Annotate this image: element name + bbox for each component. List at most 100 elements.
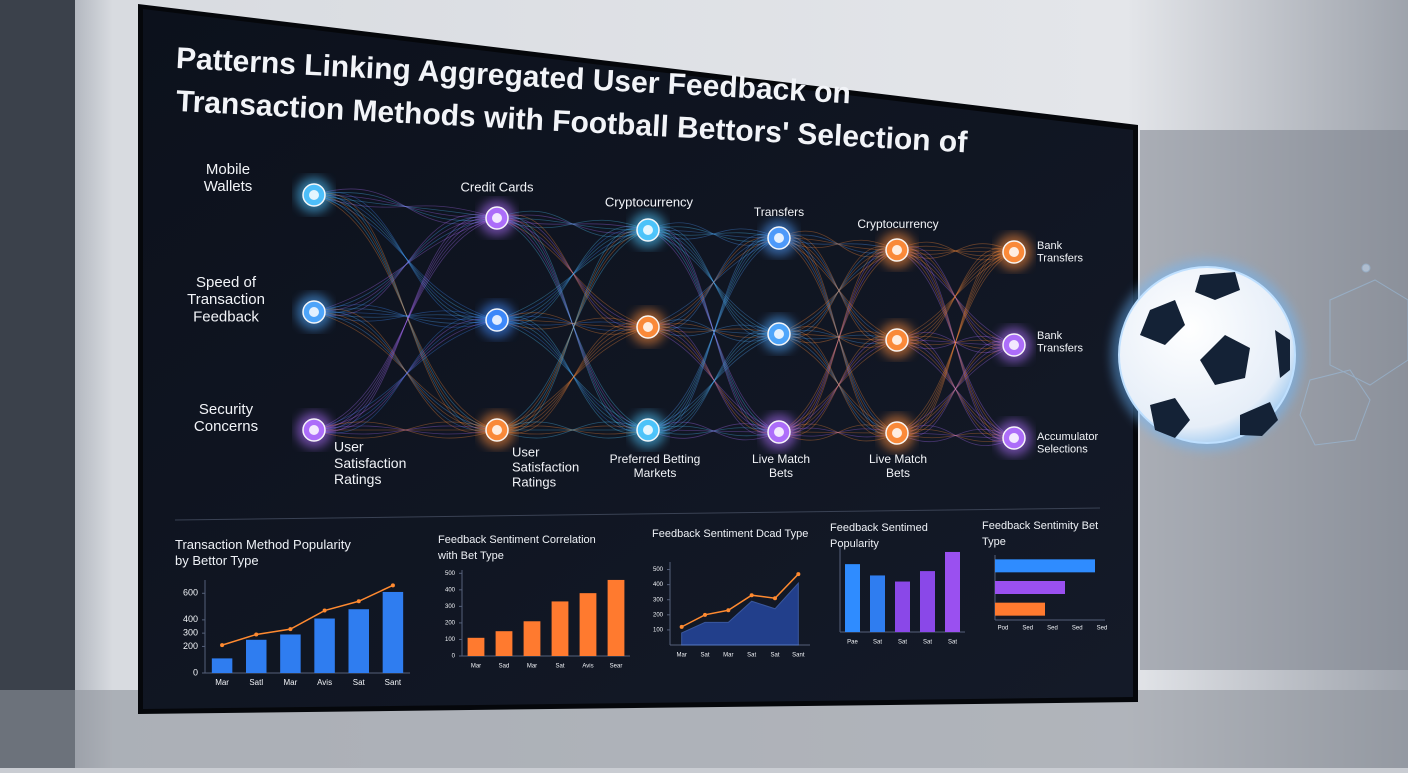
x-tick-label: Sant — [385, 678, 402, 687]
node-label: Feedback — [193, 308, 259, 325]
edge — [896, 339, 1015, 439]
node-label: Bets — [886, 466, 910, 480]
edge — [778, 237, 898, 434]
edge — [313, 319, 498, 431]
x-tick-label: Sed — [1072, 626, 1083, 632]
node-label: Transfers — [1037, 253, 1084, 265]
edge — [313, 319, 498, 431]
edge — [896, 246, 1015, 349]
edge — [647, 234, 780, 331]
bar — [382, 591, 404, 673]
edge — [896, 251, 1015, 341]
edge — [496, 316, 649, 331]
x-tick-label: Pae — [847, 640, 858, 646]
y-tick-label: 300 — [445, 604, 456, 610]
ball-patch — [1275, 330, 1290, 378]
edge — [647, 229, 780, 433]
football — [1111, 259, 1303, 451]
x-tick-label: Avis — [317, 678, 332, 687]
node-core — [492, 425, 502, 435]
x-tick-label: Mar — [215, 678, 229, 687]
y-tick-label: 400 — [183, 614, 198, 624]
y-tick-label: 200 — [653, 612, 664, 618]
edge — [496, 217, 649, 431]
edge — [496, 323, 649, 434]
edge — [896, 248, 1015, 344]
edge — [496, 217, 649, 231]
edge — [896, 341, 1015, 437]
bar — [348, 609, 369, 673]
edge — [647, 229, 780, 335]
edge — [647, 333, 780, 431]
x-tick-label: Satl — [249, 678, 263, 687]
node-core — [309, 307, 319, 317]
x-tick-label: Sad — [499, 664, 510, 670]
edge — [896, 336, 1015, 349]
edge — [896, 247, 1015, 441]
edge — [313, 217, 498, 313]
bar — [280, 634, 301, 673]
edge — [313, 214, 498, 316]
y-tick-label: 400 — [653, 582, 664, 588]
edge — [647, 333, 780, 431]
edge — [313, 425, 498, 435]
edge — [778, 333, 898, 434]
edge — [896, 332, 1015, 353]
edge — [496, 421, 649, 439]
y-tick-label: 200 — [445, 621, 456, 627]
edge — [647, 326, 780, 335]
node-label: Markets — [634, 466, 677, 480]
edge — [778, 235, 898, 436]
hex — [1329, 279, 1408, 386]
edge — [496, 319, 649, 328]
edge — [496, 226, 649, 324]
edge — [647, 429, 780, 433]
edge — [647, 423, 780, 439]
point — [390, 583, 395, 588]
edge — [778, 330, 898, 344]
edge — [778, 236, 898, 342]
edge — [313, 217, 498, 431]
edge — [496, 319, 649, 328]
edge — [496, 326, 649, 431]
node-core — [309, 425, 319, 435]
edge — [313, 192, 498, 433]
ball-patch — [1140, 300, 1185, 345]
edge — [496, 217, 649, 328]
edge — [896, 241, 1015, 261]
node-core — [774, 329, 784, 339]
edge — [896, 249, 1015, 346]
edge — [896, 338, 1015, 440]
edge — [496, 214, 649, 234]
edge — [896, 429, 1015, 442]
edge — [778, 237, 898, 434]
edge — [778, 336, 898, 436]
edge — [896, 247, 1015, 255]
edge — [778, 339, 898, 433]
node-core — [892, 428, 902, 438]
edge — [778, 333, 898, 434]
divider — [174, 507, 1101, 521]
x-tick-label: Sed — [1097, 626, 1108, 632]
edge — [496, 227, 649, 433]
edge — [313, 191, 498, 324]
edge — [778, 333, 898, 434]
edge — [778, 249, 898, 433]
edge — [647, 236, 780, 329]
node-label: Cryptocurrency — [605, 194, 694, 209]
edge — [647, 226, 780, 338]
x-tick-label: Sed — [1022, 626, 1033, 632]
y-tick-label: 400 — [445, 587, 456, 593]
edge — [313, 194, 498, 431]
glass-wall — [0, 0, 75, 768]
edge — [313, 308, 498, 324]
edge — [496, 217, 649, 231]
node-label: Live Match — [752, 452, 810, 466]
edge — [896, 251, 1015, 434]
edge — [496, 229, 649, 321]
edge — [778, 330, 898, 344]
edge — [647, 229, 780, 433]
edge — [896, 335, 1015, 350]
edge — [313, 188, 498, 225]
edge — [896, 249, 1015, 439]
